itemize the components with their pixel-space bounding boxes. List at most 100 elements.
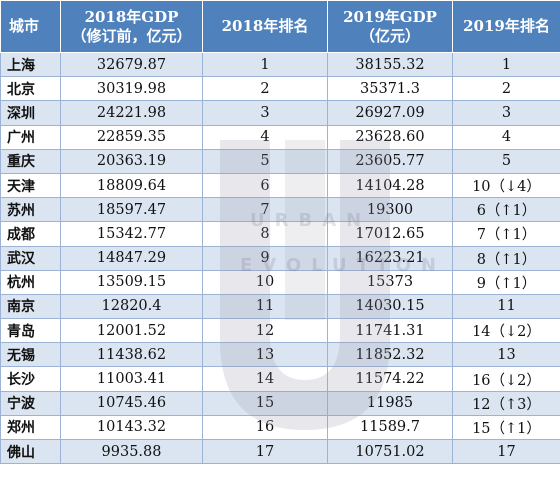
gdp-2019-cell: 23605.77 [327, 148, 453, 174]
rank-2019-cell: 9（↑1） [452, 269, 560, 295]
gdp-2019-cell: 15373 [327, 269, 453, 295]
rank-2018-cell: 10 [202, 269, 328, 295]
gdp-2019-cell: 10751.02 [327, 438, 453, 465]
table-row: 重庆 20363.19 5 23605.77 5 [0, 148, 560, 174]
table-row: 天津 18809.64 6 14104.28 10（↓4） [0, 172, 560, 199]
table-row: 佛山 9935.88 17 10751.02 17 [0, 438, 560, 465]
rank-2018-cell: 5 [202, 148, 328, 174]
header-rank-2019: 2019年排名 [452, 0, 560, 53]
table-body: 上海 32679.87 1 38155.32 1 北京 30319.98 2 35371.3 2 深… [0, 51, 560, 465]
city-cell: 长沙 [0, 366, 61, 392]
header-gdp-2018: 2018年GDP （修订前，亿元） [60, 0, 203, 53]
gdp-2018-cell: 11438.62 [60, 342, 203, 368]
city-cell: 郑州 [0, 414, 61, 441]
gdp-2018-cell: 11003.41 [60, 366, 203, 392]
gdp-2018-cell: 10143.32 [60, 414, 203, 441]
table-row: 郑州 10143.32 16 11589.7 15（↑1） [0, 414, 560, 441]
rank-2019-cell: 10（↓4） [452, 172, 560, 199]
rank-2018-cell: 14 [202, 366, 328, 392]
table-row: 杭州 13509.15 10 15373 9（↑1） [0, 269, 560, 295]
gdp-2018-cell: 12001.52 [60, 318, 203, 344]
rank-2018-cell: 16 [202, 414, 328, 441]
city-cell: 上海 [0, 51, 61, 78]
gdp-2018-cell: 20363.19 [60, 148, 203, 174]
table-row: 南京 12820.4 11 14030.15 11 [0, 293, 560, 320]
gdp-ranking-table: 城市 2018年GDP （修订前，亿元） 2018年排名 2019年GDP （亿… [0, 0, 560, 465]
rank-2019-cell: 8（↑1） [452, 245, 560, 271]
rank-2019-cell: 14（↓2） [452, 318, 560, 344]
gdp-2019-cell: 11589.7 [327, 414, 453, 441]
city-cell: 宁波 [0, 390, 61, 416]
city-cell: 佛山 [0, 438, 61, 465]
table-header: 城市 2018年GDP （修订前，亿元） 2018年排名 2019年GDP （亿… [0, 0, 560, 53]
rank-2019-cell: 15（↑1） [452, 414, 560, 441]
rank-2019-cell: 3 [452, 100, 560, 126]
table-row: 长沙 11003.41 14 11574.22 16（↓2） [0, 366, 560, 392]
header-rank-2018: 2018年排名 [202, 0, 328, 53]
header-city: 城市 [0, 0, 61, 53]
rank-2019-cell: 2 [452, 76, 560, 102]
gdp-2018-cell: 15342.77 [60, 221, 203, 247]
rank-2019-cell: 11 [452, 293, 560, 320]
rank-2019-cell: 17 [452, 438, 560, 465]
gdp-2018-cell: 30319.98 [60, 76, 203, 102]
rank-2018-cell: 1 [202, 51, 328, 78]
rank-2019-cell: 12（↑3） [452, 390, 560, 416]
table-row: 宁波 10745.46 15 11985 12（↑3） [0, 390, 560, 416]
rank-2018-cell: 2 [202, 76, 328, 102]
rank-2019-cell: 1 [452, 51, 560, 78]
gdp-2018-cell: 9935.88 [60, 438, 203, 465]
gdp-2018-cell: 13509.15 [60, 269, 203, 295]
city-cell: 天津 [0, 172, 61, 199]
table-row: 上海 32679.87 1 38155.32 1 [0, 51, 560, 78]
gdp-2019-cell: 17012.65 [327, 221, 453, 247]
rank-2018-cell: 15 [202, 390, 328, 416]
gdp-2018-cell: 12820.4 [60, 293, 203, 320]
gdp-2018-cell: 18809.64 [60, 172, 203, 199]
rank-2019-cell: 16（↓2） [452, 366, 560, 392]
city-cell: 重庆 [0, 148, 61, 174]
gdp-2019-cell: 16223.21 [327, 245, 453, 271]
gdp-2018-cell: 14847.29 [60, 245, 203, 271]
rank-2018-cell: 9 [202, 245, 328, 271]
gdp-2019-cell: 38155.32 [327, 51, 453, 78]
header-gdp-2019: 2019年GDP （亿元） [327, 0, 453, 53]
gdp-2018-cell: 24221.98 [60, 100, 203, 126]
gdp-2019-cell: 14104.28 [327, 172, 453, 199]
gdp-2018-cell: 32679.87 [60, 51, 203, 78]
gdp-2018-cell: 22859.35 [60, 124, 203, 150]
gdp-2019-cell: 11741.31 [327, 318, 453, 344]
rank-2018-cell: 3 [202, 100, 328, 126]
table-row: 武汉 14847.29 9 16223.21 8（↑1） [0, 245, 560, 271]
gdp-2019-cell: 26927.09 [327, 100, 453, 126]
rank-2018-cell: 11 [202, 293, 328, 320]
city-cell: 南京 [0, 293, 61, 320]
gdp-2019-cell: 23628.60 [327, 124, 453, 150]
rank-2018-cell: 4 [202, 124, 328, 150]
header-row: 城市 2018年GDP （修订前，亿元） 2018年排名 2019年GDP （亿… [0, 0, 560, 53]
gdp-2019-cell: 11574.22 [327, 366, 453, 392]
city-cell: 广州 [0, 124, 61, 150]
rank-2019-cell: 7（↑1） [452, 221, 560, 247]
rank-2018-cell: 8 [202, 221, 328, 247]
rank-2018-cell: 12 [202, 318, 328, 344]
city-cell: 青岛 [0, 318, 61, 344]
table-row: 无锡 11438.62 13 11852.32 13 [0, 342, 560, 368]
city-cell: 成都 [0, 221, 61, 247]
rank-2018-cell: 7 [202, 197, 328, 223]
rank-2018-cell: 17 [202, 438, 328, 465]
rank-2019-cell: 6（↑1） [452, 197, 560, 223]
city-cell: 北京 [0, 76, 61, 102]
gdp-2018-cell: 18597.47 [60, 197, 203, 223]
gdp-2018-cell: 10745.46 [60, 390, 203, 416]
city-cell: 深圳 [0, 100, 61, 126]
rank-2018-cell: 13 [202, 342, 328, 368]
table-row: 青岛 12001.52 12 11741.31 14（↓2） [0, 318, 560, 344]
table-row: 成都 15342.77 8 17012.65 7（↑1） [0, 221, 560, 247]
table-row: 北京 30319.98 2 35371.3 2 [0, 76, 560, 102]
rank-2018-cell: 6 [202, 172, 328, 199]
gdp-2019-cell: 11985 [327, 390, 453, 416]
gdp-2019-cell: 14030.15 [327, 293, 453, 320]
gdp-2019-cell: 35371.3 [327, 76, 453, 102]
